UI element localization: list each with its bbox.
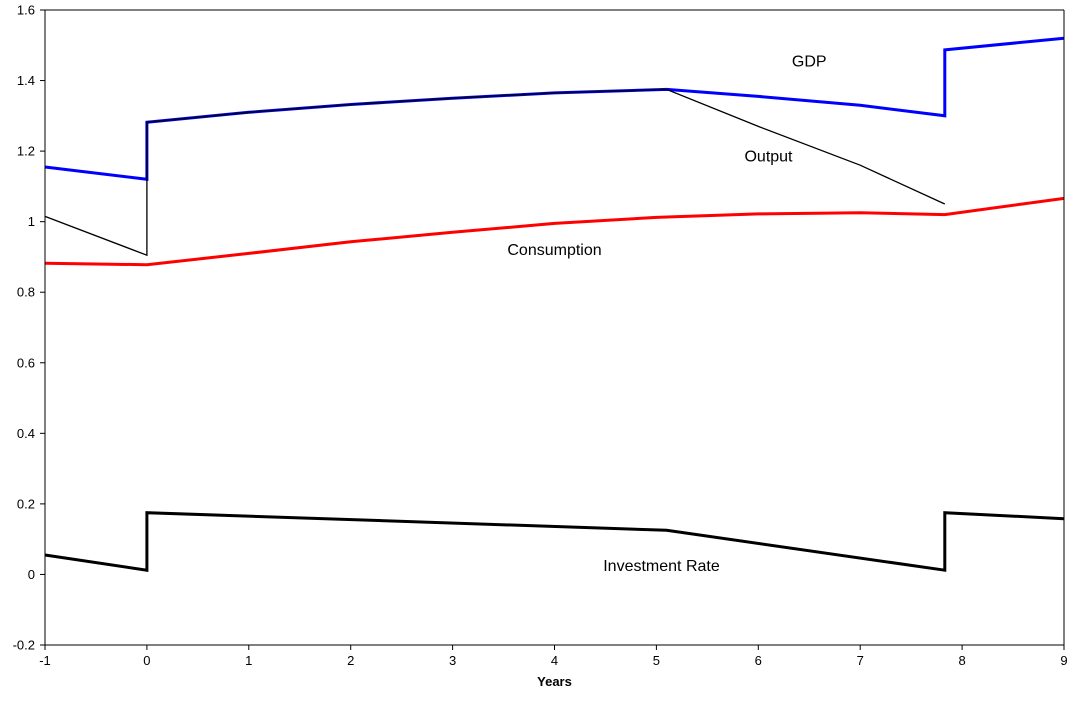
y-tick-label: 0.8	[17, 285, 35, 300]
series-label-investment-rate: Investment Rate	[603, 558, 720, 575]
x-tick-label: 9	[1060, 653, 1067, 668]
series-line-consumption	[44, 196, 1065, 267]
y-tick-label: 0.4	[17, 426, 35, 441]
series-label-consumption: Consumption	[507, 242, 601, 259]
y-tick-label: 1.2	[17, 144, 35, 159]
series-label-gdp: GDP	[792, 53, 827, 70]
series-layer	[44, 36, 1065, 572]
x-tick-label: 4	[551, 653, 558, 668]
x-tick-label: -1	[39, 653, 51, 668]
series-label-output: Output	[744, 149, 793, 166]
x-tick-label: 7	[857, 653, 864, 668]
series-line-investment-rate	[44, 511, 1065, 572]
axes-layer: -0.2 0 0.2 0.4 0.6 0.8 1 1.2 1.4 1.6 -1 0 1 2 3 4 5 6 7 8 9	[13, 3, 1068, 669]
y-tick-label: 0.2	[17, 496, 35, 511]
x-tick-label: 8	[958, 653, 965, 668]
x-tick-label: 3	[449, 653, 456, 668]
y-tick-label: 1.6	[17, 3, 35, 18]
y-tick-label: -0.2	[13, 638, 35, 653]
x-tick-label: 0	[143, 653, 150, 668]
y-tick-label: 0	[28, 567, 35, 582]
x-tick-label: 1	[245, 653, 252, 668]
x-axis-title: Years	[537, 674, 572, 689]
y-tick-label: 0.6	[17, 355, 35, 370]
series-line-output	[44, 88, 946, 257]
x-tick-label: 5	[653, 653, 660, 668]
x-tick-label: 2	[347, 653, 354, 668]
y-tick-label: 1	[28, 214, 35, 229]
y-tick-label: 1.4	[17, 73, 35, 88]
labels-layer: GDP Output Consumption Investment Rate	[507, 53, 826, 574]
x-tick-label: 6	[755, 653, 762, 668]
